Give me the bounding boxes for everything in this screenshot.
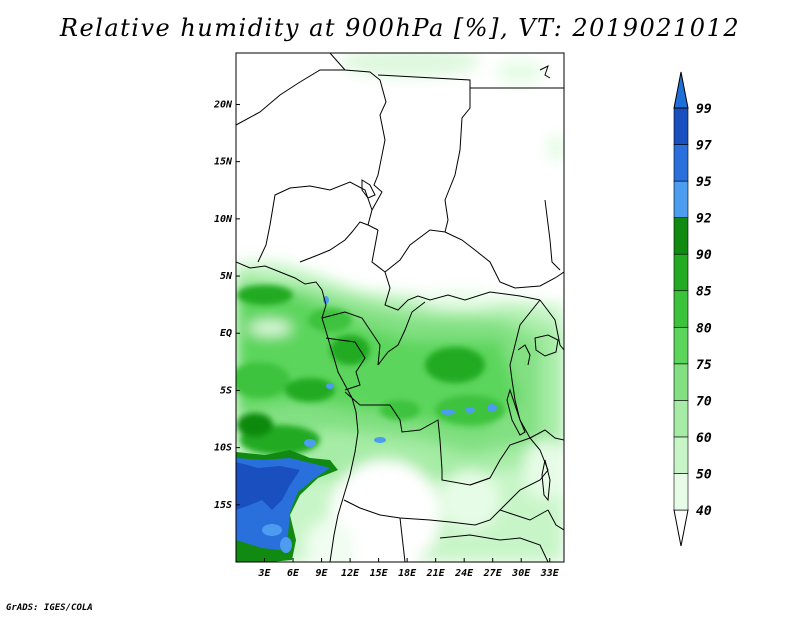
colorbar-upper-extend [673, 71, 689, 109]
border-gabon-congo [325, 337, 366, 391]
colorbar-band [673, 217, 689, 255]
border-tanzania [529, 429, 564, 441]
colorbar-band [673, 290, 689, 328]
colorbar-level-label: 80 [696, 321, 712, 336]
border-drc-angola [344, 391, 491, 486]
y-tick-label: EQ [220, 328, 232, 339]
border-mozambique [547, 509, 564, 531]
colorbar-level-label: 95 [696, 175, 712, 190]
border-angola-namibia [343, 499, 501, 526]
river-nile-shore [539, 65, 551, 79]
colorbar-band [673, 363, 689, 401]
colorbar-band [673, 107, 689, 145]
lake-malawi [541, 459, 551, 502]
y-tick-label: 20N [213, 99, 233, 110]
x-tick-label: 3E [257, 568, 271, 579]
y-tick-label: 5N [220, 271, 233, 282]
x-tick-label: 15E [370, 568, 389, 579]
colorbar-level-label: 92 [696, 212, 712, 227]
border-mali-niger [236, 69, 345, 126]
border-congo-drc [377, 301, 426, 366]
colorbar-level-label: 75 [696, 358, 712, 373]
y-tick-label: 5S [220, 385, 232, 396]
x-tick-label: 6E [287, 568, 300, 579]
grads-credit: GrADS: IGES/COLA [6, 603, 93, 613]
colorbar-level-label: 60 [696, 431, 712, 446]
y-tick-label: 15N [214, 157, 233, 168]
colorbar-level-label: 85 [696, 285, 712, 300]
border-nigeria-cameroon [299, 221, 369, 263]
border-sudan-chad [377, 74, 471, 273]
colorbar-level-label: 90 [696, 248, 712, 263]
colorbar-band [673, 400, 689, 438]
y-tick-label: 10N [214, 214, 233, 225]
x-tick-label: 21E [426, 568, 446, 579]
colorbar-level-label: 70 [696, 394, 712, 409]
humidity-field [236, 53, 564, 562]
lake-tanganyika [506, 388, 526, 436]
colorbar-band [673, 253, 689, 292]
lake-victoria-west-shore [517, 344, 531, 366]
border-botswana [439, 534, 549, 562]
coastline-west-africa [236, 261, 359, 562]
x-tick-label: 33E [540, 568, 560, 579]
x-tick-label: 24E [454, 568, 474, 579]
x-tick-label: 12E [341, 568, 360, 579]
humidity-field-cores [236, 285, 505, 455]
x-tick-label: 18E [398, 568, 417, 579]
colorbar-level-label: 99 [696, 102, 712, 117]
lake-victoria [534, 334, 559, 357]
colorbar-band [673, 436, 689, 474]
colorbar-level-label: 97 [696, 139, 712, 154]
colorbar-level-label: 40 [696, 504, 712, 519]
colorbar-lower-extend [673, 509, 689, 547]
border-niger-nigeria [257, 181, 373, 263]
colorbar-band [673, 326, 689, 365]
border-zambia [469, 437, 549, 521]
border-cameroon-gabon [321, 311, 381, 366]
colorbar-band [673, 473, 689, 511]
x-tick-label: 9E [316, 568, 329, 579]
x-tick-label: 27E [483, 568, 503, 579]
border-namibia-botswana [399, 517, 406, 562]
colorbar-level-label: 50 [696, 467, 712, 482]
border-ethiopia [544, 199, 561, 271]
map-frame [235, 52, 565, 563]
colorbar: 40 50 60 70 75 80 85 90 92 95 97 99 [673, 71, 712, 547]
x-tick-label: 30E [511, 568, 531, 579]
y-tick-label: 10S [214, 443, 232, 454]
country-borders [236, 53, 564, 562]
y-tick-label: 15S [214, 500, 232, 511]
y-axis: 20N 15N 10N 5N EQ 5S 10S 15S [213, 99, 240, 511]
border-sudan-south [444, 231, 564, 289]
map-title: Relative humidity at 900hPa [%], VT: 201… [59, 14, 741, 42]
lake-chad [361, 179, 376, 199]
border-chad [371, 229, 541, 311]
x-axis: 3E 6E 9E 12E 15E 18E 21E 24E 27E 30E 33E [257, 558, 560, 579]
colorbar-band [673, 180, 689, 218]
colorbar-band [673, 144, 689, 182]
border-uganda-kenya [539, 299, 564, 351]
humidity-field-saturated [236, 296, 497, 562]
